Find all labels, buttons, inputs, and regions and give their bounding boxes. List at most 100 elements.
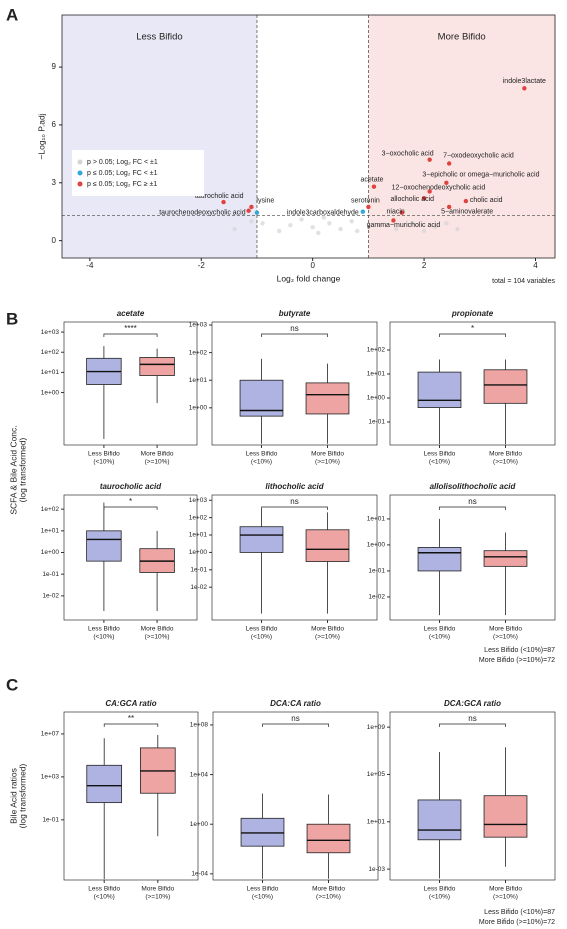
region <box>62 15 257 258</box>
x-tick-label: (<10%) <box>429 894 450 901</box>
y-tick-label: 1e+03 <box>41 774 60 781</box>
facet-title: allolisolithocholic acid <box>430 482 517 491</box>
x-tick-label: (>=10%) <box>315 459 340 466</box>
facet-title: propionate <box>451 309 494 318</box>
x-tick-label: -4 <box>86 261 94 270</box>
y-axis-label: SCFA & Bile Acid Conc. <box>8 425 18 514</box>
y-tick-label: 1e-01 <box>42 571 59 578</box>
x-tick-label: (<10%) <box>94 894 115 901</box>
x-tick-label: Less Bifido <box>424 451 456 458</box>
x-tick-label: More Bifido <box>312 886 345 893</box>
y-tick-label: 1e+00 <box>189 405 208 412</box>
x-tick-label: More Bifido <box>489 626 522 633</box>
point-label: niacin <box>387 209 405 216</box>
region-label: Less Bifido <box>136 32 182 43</box>
point <box>377 223 382 228</box>
x-tick-label: (>=10%) <box>315 634 340 641</box>
y-tick-label: 1e+02 <box>367 347 386 354</box>
x-tick-label: Less Bifido <box>424 886 456 893</box>
x-tick-label: Less Bifido <box>246 451 278 458</box>
x-tick-label: Less Bifido <box>246 626 278 633</box>
x-tick-label: (<10%) <box>252 894 273 901</box>
x-tick-label: (<10%) <box>93 634 114 641</box>
point <box>288 223 293 228</box>
significance-bracket <box>103 723 159 727</box>
y-tick-label: 1e+01 <box>189 377 208 384</box>
facet-title: taurocholic acid <box>100 482 162 491</box>
x-tick-label: 2 <box>422 261 427 270</box>
y-tick-label: 1e+02 <box>189 514 208 521</box>
region <box>368 15 555 258</box>
point <box>316 230 321 236</box>
panel-letter: C <box>6 675 18 694</box>
y-tick-label: 1e+00 <box>367 542 386 549</box>
point <box>249 219 254 224</box>
significance-label: * <box>471 324 474 333</box>
x-tick-label: (<10%) <box>251 634 272 641</box>
point <box>463 198 469 204</box>
x-tick-label: (>=10%) <box>316 894 341 901</box>
point-label: 3−oxocholic acid <box>382 150 434 157</box>
facet-title: acetate <box>117 309 145 318</box>
facet-frame <box>211 494 378 621</box>
facet-frame <box>389 494 556 621</box>
point <box>433 224 438 230</box>
significance-label: ns <box>290 324 298 333</box>
point <box>427 189 432 194</box>
legend-label: p > 0.05; Log₂ FC < ±1 <box>87 159 158 166</box>
x-tick-label: (>=10%) <box>493 634 518 641</box>
y-tick-label: 1e+01 <box>189 532 208 539</box>
legend-marker <box>77 159 83 165</box>
point <box>299 217 304 222</box>
point-label: 5−aminovalerate <box>441 209 493 216</box>
y-tick-label: 1e-04 <box>191 871 208 878</box>
y-tick-label: 1e+03 <box>189 497 208 504</box>
point-label: taurocholic acid <box>195 193 244 200</box>
y-tick-label: 1e+00 <box>367 395 386 402</box>
x-tick-label: (>=10%) <box>145 459 170 466</box>
x-tick-label: More Bifido <box>141 626 174 633</box>
facet-frame <box>211 321 378 446</box>
y-tick-label: 1e-01 <box>368 419 385 426</box>
y-tick-label: 1e-03 <box>368 866 385 873</box>
box <box>417 799 462 841</box>
y-tick-label: 1e+09 <box>367 724 386 731</box>
y-tick-label: 1e+08 <box>190 722 209 729</box>
x-tick-label: Less Bifido <box>424 626 456 633</box>
point-label: acetate <box>360 176 383 183</box>
x-tick-label: 4 <box>533 261 538 270</box>
x-tick-label: More Bifido <box>489 886 522 893</box>
y-axis-label: Bile Acid ratios <box>8 768 18 824</box>
point <box>254 210 260 215</box>
facet-frame <box>63 711 199 881</box>
point <box>444 221 449 226</box>
x-tick-label: Less Bifido <box>247 886 279 893</box>
box <box>483 369 528 404</box>
y-tick-label: 1e+03 <box>41 329 60 336</box>
significance-label: **** <box>124 324 136 333</box>
point-label: lysine <box>256 198 274 205</box>
facet-title: CA:GCA ratio <box>105 699 156 708</box>
x-tick-label: (>=10%) <box>493 459 518 466</box>
y-tick-label: 1e-02 <box>190 584 207 591</box>
box <box>483 795 528 838</box>
y-tick-label: 3 <box>52 178 57 187</box>
y-tick-label: 1e+03 <box>189 322 208 329</box>
facet-frame <box>63 494 198 621</box>
point-label: indole3lactate <box>503 78 546 85</box>
point <box>444 180 449 185</box>
y-tick-label: 1e+02 <box>41 349 60 356</box>
point <box>321 215 327 220</box>
point-label: serotonin <box>351 198 380 205</box>
point <box>410 221 416 226</box>
legend: p > 0.05; Log₂ FC < ±1 p ≤ 0.05; Log₂ FC … <box>72 150 204 196</box>
box <box>305 529 350 562</box>
y-tick-label: 1e+07 <box>41 731 60 738</box>
y-tick-label: 1e-01 <box>42 817 59 824</box>
note: Less Bifido (<10%)=87 <box>484 909 555 916</box>
y-tick-label: 6 <box>52 120 57 129</box>
x-tick-label: More Bifido <box>311 626 344 633</box>
region-label: More Bifido <box>438 32 486 43</box>
